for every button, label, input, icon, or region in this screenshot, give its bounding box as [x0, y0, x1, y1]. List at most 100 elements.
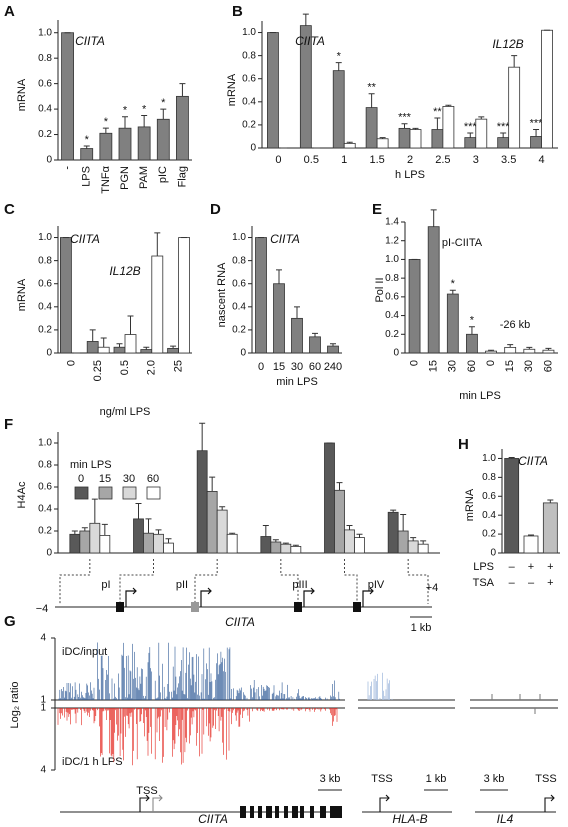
bar: [541, 29, 553, 149]
x-tick-label: -: [61, 166, 73, 170]
bar: [542, 502, 558, 554]
scale-label: 3 kb: [320, 773, 341, 785]
exon: [284, 806, 288, 818]
bar: [485, 350, 497, 354]
y-axis-label: mRNA: [226, 73, 238, 106]
x-tick-label: 15: [273, 361, 285, 373]
bar: [206, 490, 218, 554]
error-bar: [401, 123, 408, 129]
gene-label: HLA-B: [392, 812, 427, 826]
exon: [250, 806, 254, 818]
promoter-arrow: [125, 587, 137, 607]
error-bar: [276, 269, 282, 284]
exon: [240, 806, 246, 818]
y-tick-label: 4: [40, 633, 46, 644]
y-tick-label: 0.4: [242, 96, 256, 107]
error-bar: [101, 523, 108, 536]
bar: [178, 237, 191, 354]
panel-letter: E: [372, 201, 382, 218]
bar: [255, 237, 267, 354]
error-bar: [526, 346, 533, 350]
bar: [309, 336, 321, 354]
error-bar: [528, 534, 534, 536]
bar: [523, 348, 536, 354]
y-tick-label: 0.4: [385, 310, 399, 321]
error-bar: [135, 503, 142, 519]
x-tick-label: 0: [485, 360, 497, 366]
bar: [442, 106, 455, 149]
error-bar: [445, 104, 452, 107]
x-tick-label: 3.5: [501, 154, 516, 166]
bar: [89, 522, 101, 554]
series-label: pI-CIITA: [442, 237, 483, 249]
bar: [343, 142, 356, 149]
y-tick-label: 0.6: [242, 73, 256, 84]
error-bar: [91, 498, 98, 524]
x-axis-label: ng/ml LPS: [100, 406, 151, 418]
bar: [99, 132, 113, 161]
x-tick-label: 0: [258, 361, 264, 373]
error-bar: [89, 329, 96, 342]
track-label: iDC/input: [62, 646, 107, 658]
bar: [542, 349, 555, 354]
y-tick-label: 0.6: [385, 291, 399, 302]
error-bar: [511, 55, 518, 68]
scale-label: 1 kb: [426, 773, 447, 785]
bar: [196, 450, 208, 554]
error-bar: [145, 518, 152, 534]
y-tick-label: 0.4: [38, 504, 52, 515]
y-tick-label: 0.2: [385, 329, 399, 340]
y-tick-label: 0.2: [38, 526, 52, 537]
significance: *: [104, 116, 109, 128]
error-bar: [508, 457, 515, 459]
error-bar: [335, 62, 342, 71]
bar: [216, 509, 228, 554]
bar: [427, 226, 440, 354]
significance: ***: [497, 121, 511, 133]
exon: [275, 806, 279, 818]
gene-label: CIITA: [198, 812, 228, 826]
x-tick-label: pIC: [157, 166, 169, 183]
track-label: iDC/1 h LPS: [62, 756, 123, 768]
bar: [61, 32, 74, 161]
bar: [475, 118, 488, 149]
y-tick-label: 1: [40, 695, 46, 706]
bar: [280, 543, 292, 554]
legend-swatch: [146, 486, 161, 500]
error-bar: [116, 343, 123, 348]
significance: *: [161, 97, 166, 109]
error-bar: [507, 344, 514, 348]
bar: [156, 118, 170, 161]
y-tick-label: 0.8: [38, 53, 52, 64]
y-tick-label: 0.8: [385, 273, 399, 284]
x-tick-label: PAM: [138, 166, 150, 189]
x-tick-label: 60: [542, 360, 554, 372]
panel-letter: D: [210, 201, 221, 218]
y-tick-label: 1.0: [385, 254, 399, 265]
error-bar: [165, 538, 172, 544]
bar: [60, 237, 72, 354]
bar: [143, 532, 154, 554]
condition-value: –: [509, 577, 516, 589]
bar: [124, 334, 137, 354]
y-axis-label: mRNA: [464, 488, 476, 521]
significance: ***: [464, 121, 478, 133]
x-tick-label: Flag: [176, 166, 188, 187]
error-bar: [100, 337, 107, 348]
error-bar: [547, 499, 554, 503]
gene-label: CIITA: [225, 615, 255, 629]
y-tick-label: 1.0: [38, 438, 52, 449]
error-bar: [127, 315, 134, 335]
significance: *: [85, 134, 90, 146]
bar: [409, 129, 422, 149]
significance: **: [367, 82, 376, 94]
bar: [354, 537, 365, 554]
bar: [97, 346, 110, 354]
x-tick-label: 0.5: [304, 154, 319, 166]
y-tick-label: 0.8: [38, 255, 52, 266]
y-tick-label: 0.2: [38, 129, 52, 140]
error-bar: [312, 332, 318, 337]
y-tick-label: 0: [490, 548, 496, 559]
exon: [258, 806, 262, 818]
error-bar: [400, 514, 407, 531]
